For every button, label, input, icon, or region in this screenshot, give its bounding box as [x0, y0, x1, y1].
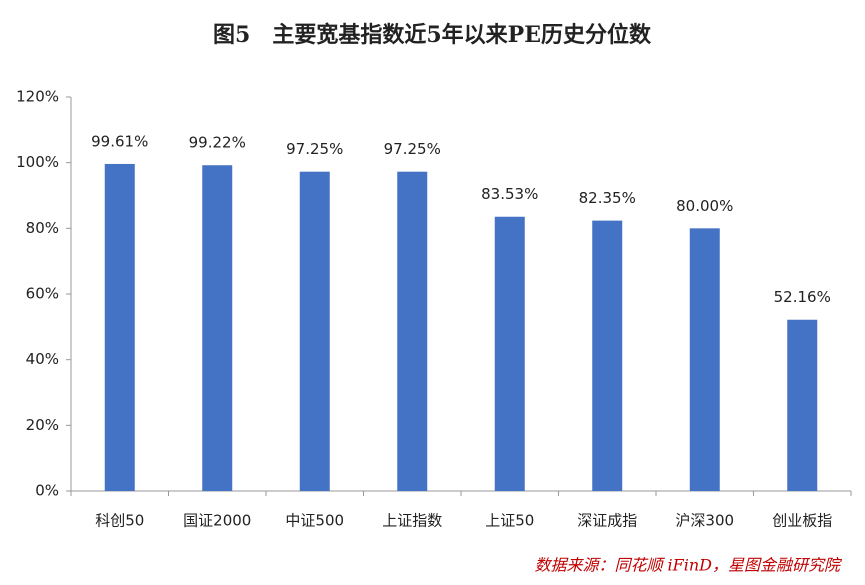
y-tick-label: 20% — [26, 416, 59, 434]
data-label: 80.00% — [676, 197, 733, 215]
bar — [397, 171, 428, 491]
bar — [494, 216, 525, 491]
x-tick-label: 国证2000 — [183, 512, 251, 530]
source-note: 数据来源：同花顺 iFinD，星图金融研究院 — [534, 556, 843, 575]
x-tick-label: 深证成指 — [577, 512, 637, 530]
x-tick-label: 创业板指 — [772, 512, 832, 530]
y-tick-label: 0% — [35, 482, 59, 500]
data-label: 83.53% — [481, 185, 538, 203]
data-label: 99.22% — [189, 134, 246, 152]
x-tick-label: 沪深300 — [675, 512, 734, 530]
bar — [202, 165, 233, 491]
y-tick-label: 60% — [26, 285, 59, 303]
y-tick-label: 120% — [16, 88, 59, 106]
data-label: 99.61% — [91, 132, 148, 150]
bar — [689, 228, 720, 492]
y-tick-label: 40% — [26, 350, 59, 368]
bar — [787, 319, 818, 491]
chart-title: 图5 主要宽基指数近5年以来PE历史分位数 — [213, 22, 652, 48]
x-tick-label: 上证50 — [485, 512, 534, 530]
bar — [592, 220, 623, 491]
data-label: 82.35% — [579, 189, 636, 207]
y-tick-label: 80% — [26, 219, 59, 237]
data-label: 52.16% — [774, 288, 831, 306]
bar — [299, 171, 330, 491]
data-label: 97.25% — [384, 140, 441, 158]
x-tick-label: 上证指数 — [382, 512, 442, 530]
data-label: 97.25% — [286, 140, 343, 158]
x-tick-label: 科创50 — [95, 512, 144, 530]
bar — [104, 163, 135, 491]
y-tick-label: 100% — [16, 153, 59, 171]
x-tick-label: 中证500 — [285, 512, 344, 530]
